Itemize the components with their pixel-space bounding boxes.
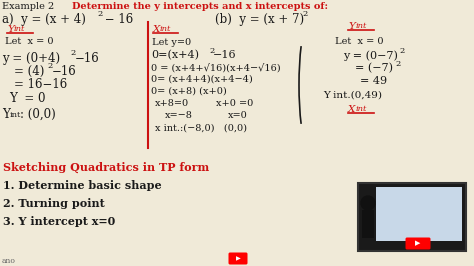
- Text: 2: 2: [399, 47, 404, 55]
- Text: int: int: [356, 22, 367, 30]
- Text: a)  y = (x + 4): a) y = (x + 4): [2, 13, 86, 26]
- Text: int: int: [160, 25, 172, 33]
- Text: 0= (x+8) (x+0): 0= (x+8) (x+0): [151, 87, 227, 96]
- Text: x+0 =0: x+0 =0: [216, 99, 253, 108]
- FancyBboxPatch shape: [362, 210, 374, 238]
- Text: 2. Turning point: 2. Turning point: [3, 198, 105, 209]
- Text: Let  x = 0: Let x = 0: [5, 37, 54, 46]
- Text: X: X: [153, 25, 160, 34]
- Text: 2: 2: [209, 47, 214, 55]
- Text: (b)  y = (x + 7): (b) y = (x + 7): [215, 13, 304, 26]
- Text: Y  = 0: Y = 0: [9, 92, 46, 105]
- Text: int: int: [14, 25, 26, 33]
- FancyBboxPatch shape: [358, 183, 466, 251]
- Text: Let  x = 0: Let x = 0: [335, 37, 383, 46]
- Text: ▶: ▶: [415, 240, 421, 247]
- Text: 2: 2: [302, 10, 307, 18]
- Text: Y: Y: [2, 108, 10, 121]
- Text: x int.:(−8,0)   (0,0): x int.:(−8,0) (0,0): [155, 124, 247, 133]
- Text: −16: −16: [52, 65, 77, 78]
- Text: int: int: [356, 105, 367, 113]
- Text: y = (0−7): y = (0−7): [343, 50, 398, 61]
- Text: 2: 2: [70, 49, 75, 57]
- Text: ano: ano: [2, 257, 16, 265]
- Text: Determine the y intercepts and x intercepts of:: Determine the y intercepts and x interce…: [72, 2, 328, 11]
- Text: = 49: = 49: [360, 76, 387, 86]
- Text: x=−8: x=−8: [165, 111, 193, 120]
- Text: X: X: [348, 105, 356, 114]
- FancyBboxPatch shape: [405, 238, 430, 250]
- Text: −16: −16: [213, 50, 237, 60]
- Text: 0 = (x+4+√16)(x+4−√16): 0 = (x+4+√16)(x+4−√16): [151, 63, 281, 72]
- Text: 2: 2: [97, 10, 102, 18]
- Text: y = (0+4): y = (0+4): [2, 52, 60, 65]
- Text: x=0: x=0: [228, 111, 248, 120]
- Text: Sketching Quadratics in TP form: Sketching Quadratics in TP form: [3, 162, 209, 173]
- Text: Y int.(0,49): Y int.(0,49): [323, 91, 382, 100]
- Text: Y: Y: [7, 25, 14, 34]
- FancyBboxPatch shape: [376, 187, 462, 241]
- Text: Let y=0: Let y=0: [152, 38, 191, 47]
- Text: : (0,0): : (0,0): [20, 108, 56, 121]
- Text: 2: 2: [47, 62, 52, 70]
- Text: = (−7): = (−7): [355, 63, 393, 73]
- Text: ▶: ▶: [236, 256, 240, 261]
- Text: Example 2: Example 2: [2, 2, 54, 11]
- Text: 2: 2: [395, 60, 400, 68]
- Text: 3. Y intercept x=0: 3. Y intercept x=0: [3, 216, 115, 227]
- Text: 1. Determine basic shape: 1. Determine basic shape: [3, 180, 162, 191]
- Text: − 16: − 16: [101, 13, 133, 26]
- Circle shape: [361, 196, 375, 210]
- Text: −16: −16: [75, 52, 100, 65]
- Text: 0=(x+4): 0=(x+4): [151, 50, 199, 60]
- Text: = 16−16: = 16−16: [14, 78, 67, 91]
- Text: = (4): = (4): [14, 65, 45, 78]
- Text: x+8=0: x+8=0: [155, 99, 189, 108]
- FancyBboxPatch shape: [228, 252, 247, 264]
- Text: Y: Y: [348, 22, 355, 31]
- Text: int: int: [10, 111, 21, 119]
- Text: 0= (x+4+4)(x+4−4): 0= (x+4+4)(x+4−4): [151, 75, 253, 84]
